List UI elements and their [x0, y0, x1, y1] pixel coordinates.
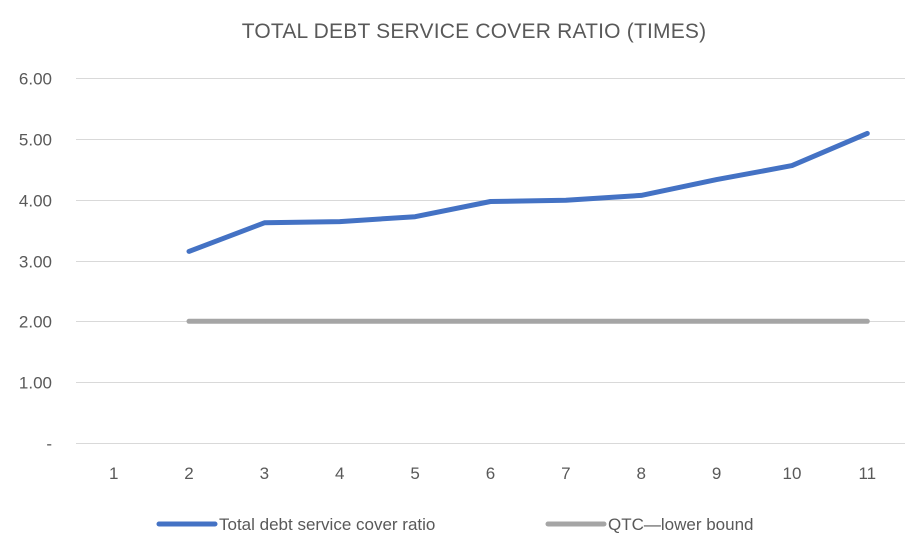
- y-tick-label: 3.00: [19, 253, 52, 272]
- series-1-point: [262, 319, 266, 323]
- series-0-point: [790, 164, 794, 168]
- legend-label: Total debt service cover ratio: [219, 515, 435, 534]
- series-1-point: [338, 319, 342, 323]
- series-0-point: [262, 221, 266, 225]
- y-tick-label: 6.00: [19, 70, 52, 89]
- series-1-point: [865, 319, 869, 323]
- x-tick-label: 3: [260, 464, 269, 483]
- x-tick-label: 9: [712, 464, 721, 483]
- series-1-point: [639, 319, 643, 323]
- y-tick-label: -: [46, 435, 52, 454]
- series-0-point: [564, 198, 568, 202]
- series-1-point: [715, 319, 719, 323]
- legend: Total debt service cover ratio QTC—lower …: [156, 515, 754, 534]
- series-1-point: [564, 319, 568, 323]
- series-0-point: [338, 220, 342, 224]
- series-1-point: [489, 319, 492, 323]
- x-tick-label: 2: [184, 464, 193, 483]
- y-axis-tick-labels: - 1.00 2.00 3.00 4.00 5.00 6.00: [19, 70, 52, 454]
- y-tick-label: 4.00: [19, 192, 52, 211]
- x-tick-label: 1: [109, 464, 118, 483]
- series-line-0: [186, 130, 870, 254]
- legend-label: QTC—lower bound: [608, 515, 754, 534]
- series-0-point: [489, 200, 492, 203]
- series-0-point: [715, 178, 719, 182]
- x-tick-label: 4: [335, 464, 344, 483]
- x-tick-label: 8: [636, 464, 645, 483]
- y-tick-label: 2.00: [19, 313, 52, 332]
- x-tick-label: 7: [561, 464, 570, 483]
- x-tick-label: 5: [410, 464, 419, 483]
- series-1-point: [790, 319, 794, 323]
- x-tick-label: 10: [782, 464, 801, 483]
- series-1-point: [413, 319, 417, 323]
- series-0-point: [865, 131, 869, 135]
- x-tick-label: 6: [486, 464, 495, 483]
- y-tick-label: 5.00: [19, 131, 52, 150]
- y-tick-label: 1.00: [19, 374, 52, 393]
- series-1-point: [187, 319, 191, 323]
- series-0-point: [639, 193, 643, 197]
- gridlines: [76, 78, 905, 444]
- x-axis-tick-labels: 1 2 3 4 5 6 7 8 9 10 11: [109, 464, 876, 483]
- x-tick-label: 11: [858, 464, 876, 483]
- chart-title: TOTAL DEBT SERVICE COVER RATIO (TIMES): [242, 20, 707, 43]
- series-lines: [186, 130, 870, 324]
- series-0-point: [187, 249, 191, 253]
- series-0-point: [413, 215, 417, 219]
